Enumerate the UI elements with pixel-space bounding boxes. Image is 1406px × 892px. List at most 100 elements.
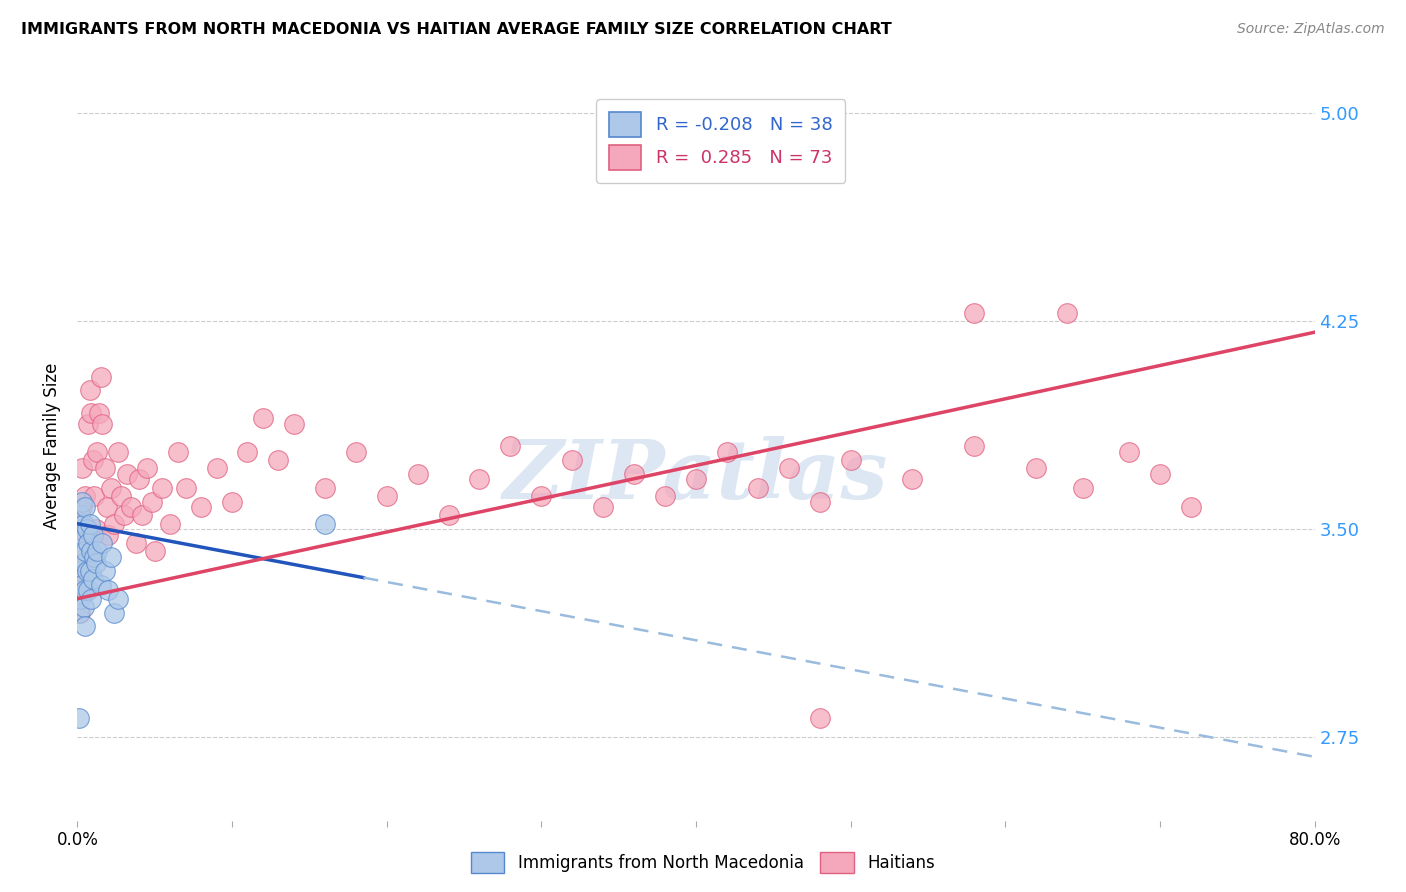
Point — [75, 549, 96, 564]
Point — [808, 494, 831, 508]
Point — [344, 444, 367, 458]
Point — [468, 472, 491, 486]
Point — [70, 494, 93, 508]
Y-axis label: Average Family Size: Average Family Size — [44, 363, 62, 529]
Legend: R = -0.208   N = 38, R =  0.285   N = 73: R = -0.208 N = 38, R = 0.285 N = 73 — [596, 99, 845, 183]
Point — [963, 306, 986, 320]
Point — [685, 472, 707, 486]
Text: IMMIGRANTS FROM NORTH MACEDONIA VS HAITIAN AVERAGE FAMILY SIZE CORRELATION CHART: IMMIGRANTS FROM NORTH MACEDONIA VS HAITI… — [21, 22, 891, 37]
Point — [100, 549, 122, 564]
Point — [79, 384, 101, 398]
Point — [75, 583, 96, 598]
Point — [1180, 500, 1202, 514]
Point — [747, 481, 769, 495]
Point — [84, 522, 107, 536]
Point — [125, 536, 148, 550]
Point — [267, 453, 290, 467]
Point — [67, 522, 90, 536]
Point — [110, 489, 132, 503]
Point — [1071, 481, 1094, 495]
Point — [107, 444, 129, 458]
Point — [174, 481, 197, 495]
Point — [87, 406, 110, 420]
Point — [77, 583, 100, 598]
Point — [623, 467, 645, 481]
Point — [77, 536, 100, 550]
Point — [1056, 306, 1078, 320]
Point — [75, 489, 96, 503]
Point — [70, 578, 93, 592]
Point — [963, 439, 986, 453]
Point — [77, 417, 100, 431]
Point — [80, 406, 103, 420]
Point — [592, 500, 614, 514]
Point — [83, 549, 105, 564]
Point — [1149, 467, 1171, 481]
Point — [314, 481, 336, 495]
Point — [103, 606, 125, 620]
Point — [69, 508, 91, 523]
Point — [205, 461, 228, 475]
Point — [499, 439, 522, 453]
Point — [75, 544, 96, 558]
Point — [86, 444, 108, 458]
Point — [69, 591, 91, 606]
Point — [115, 467, 138, 481]
Point — [128, 472, 150, 486]
Point — [76, 522, 98, 536]
Point — [80, 544, 103, 558]
Point — [152, 481, 174, 495]
Legend: Immigrants from North Macedonia, Haitians: Immigrants from North Macedonia, Haitian… — [464, 846, 942, 880]
Point — [79, 564, 101, 578]
Point — [808, 711, 831, 725]
Point — [91, 536, 114, 550]
Point — [131, 508, 153, 523]
Point — [159, 516, 181, 531]
Point — [107, 591, 129, 606]
Point — [375, 489, 398, 503]
Point — [72, 583, 94, 598]
Point — [100, 481, 122, 495]
Point — [236, 444, 259, 458]
Text: Source: ZipAtlas.com: Source: ZipAtlas.com — [1237, 22, 1385, 37]
Point — [69, 606, 91, 620]
Point — [70, 461, 93, 475]
Point — [654, 489, 676, 503]
Point — [1118, 444, 1140, 458]
Point — [67, 711, 90, 725]
Point — [901, 472, 924, 486]
Point — [76, 528, 98, 542]
Point — [190, 500, 212, 514]
Point — [97, 528, 120, 542]
Point — [94, 461, 117, 475]
Point — [283, 417, 305, 431]
Point — [167, 444, 190, 458]
Point — [83, 489, 105, 503]
Point — [67, 606, 90, 620]
Point — [314, 516, 336, 531]
Point — [72, 516, 94, 531]
Point — [143, 544, 166, 558]
Point — [112, 508, 135, 523]
Point — [72, 599, 94, 614]
Point — [839, 453, 862, 467]
Point — [82, 528, 104, 542]
Point — [90, 369, 111, 384]
Point — [79, 516, 101, 531]
Text: ZIPatlas: ZIPatlas — [503, 436, 889, 516]
Point — [530, 489, 553, 503]
Point — [141, 494, 163, 508]
Point — [82, 453, 104, 467]
Point — [80, 591, 103, 606]
Point — [75, 619, 96, 633]
Point — [75, 500, 96, 514]
Point — [76, 564, 98, 578]
Point — [90, 578, 111, 592]
Point — [1025, 461, 1047, 475]
Point — [86, 544, 108, 558]
Point — [69, 549, 91, 564]
Point — [121, 500, 143, 514]
Point — [437, 508, 460, 523]
Point — [96, 500, 118, 514]
Point — [94, 564, 117, 578]
